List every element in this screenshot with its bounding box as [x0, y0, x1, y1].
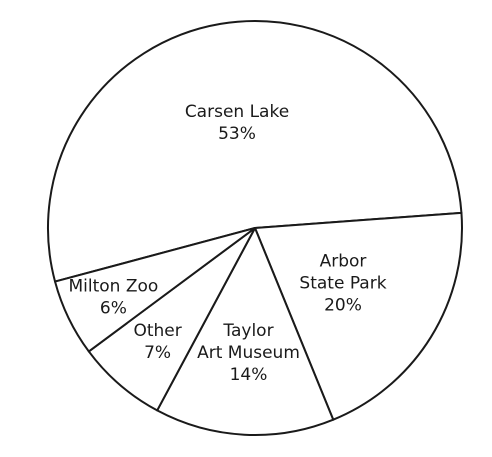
- slice-percent: 53%: [218, 124, 256, 144]
- slice-label: Taylor Art Museum 14%: [197, 321, 300, 385]
- slice-label: Other 7%: [133, 321, 181, 363]
- slice-name: Art Museum: [197, 343, 300, 363]
- slice-name: Arbor: [320, 252, 367, 272]
- pie-slices: [47, 20, 463, 437]
- slice-percent: 14%: [230, 365, 268, 385]
- slice-name: Milton Zoo: [68, 277, 158, 297]
- slice-label: Carsen Lake 53%: [185, 102, 289, 144]
- slice-percent: 6%: [100, 299, 127, 319]
- pie-slice: [47, 20, 463, 283]
- pie-slice: [156, 227, 335, 437]
- slice-name: Taylor: [222, 321, 273, 341]
- pie-slice: [254, 211, 463, 421]
- pie-slice: [54, 227, 256, 353]
- slice-name: State Park: [299, 274, 386, 294]
- slice-label: Milton Zoo 6%: [68, 277, 158, 319]
- pie-labels: Carsen Lake 53%Arbor State Park 20%Taylor Ar…: [68, 102, 386, 385]
- slice-name: Carsen Lake: [185, 102, 289, 122]
- slice-label: Arbor State Park 20%: [299, 252, 386, 316]
- slice-percent: 20%: [324, 296, 362, 316]
- slice-percent: 7%: [144, 343, 171, 363]
- slice-name: Other: [133, 321, 181, 341]
